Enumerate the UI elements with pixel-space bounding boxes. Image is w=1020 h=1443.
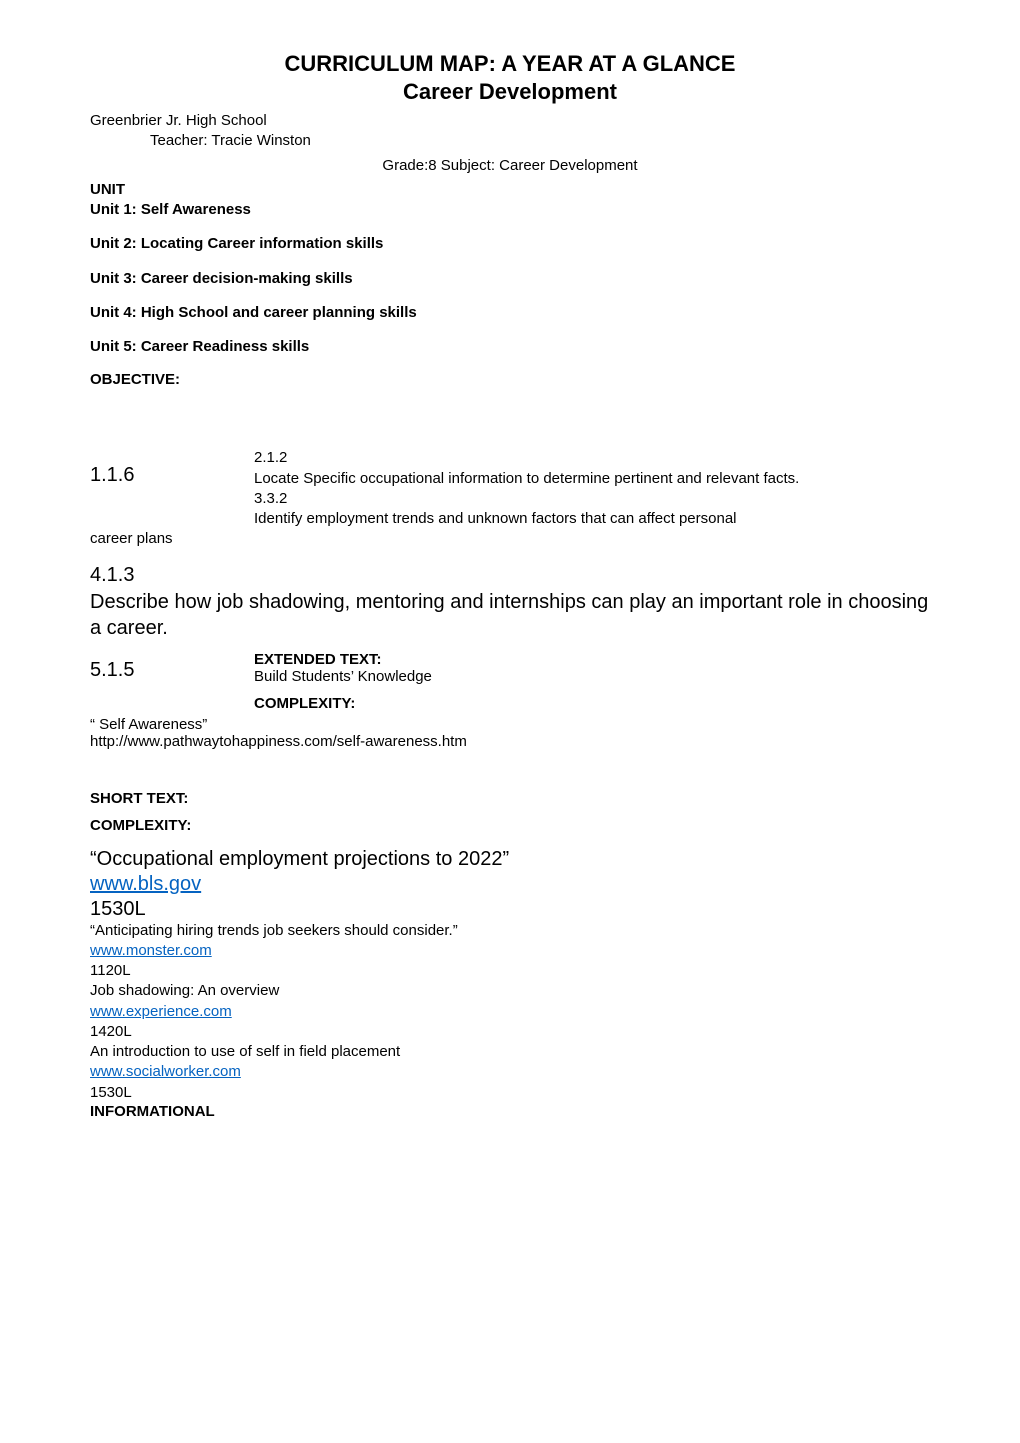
objective-code-212: 2.1.2 xyxy=(254,448,930,468)
experience-link-row: www.experience.com xyxy=(90,1002,930,1022)
extended-text-heading: EXTENDED TEXT: xyxy=(254,651,930,668)
objective-right-col: 2.1.2 Locate Specific occupational infor… xyxy=(254,448,930,529)
bls-lexile: 1530L xyxy=(90,898,930,921)
short-text-heading: SHORT TEXT: xyxy=(90,790,930,807)
bls-link-row: www.bls.gov xyxy=(90,871,930,898)
job-shadowing-title: Job shadowing: An overview xyxy=(90,981,930,1001)
monster-lexile: 1120L xyxy=(90,961,930,981)
monster-link[interactable]: www.monster.com xyxy=(90,942,212,959)
self-awareness-title: Self Awareness” xyxy=(90,716,930,733)
objective-grid-1: 1.1.6 2.1.2 Locate Specific occupational… xyxy=(90,448,930,529)
bls-link[interactable]: www.bls.gov xyxy=(90,873,201,895)
unit-5: Unit 5: Career Readiness skills xyxy=(90,337,930,357)
objective-desc-332: Identify employment trends and unknown f… xyxy=(254,509,930,529)
title-main: CURRICULUM MAP: A YEAR AT A GLANCE xyxy=(90,50,930,78)
extended-text-sub: Build Students’ Knowledge xyxy=(254,668,930,685)
unit-2: Unit 2: Locating Career information skil… xyxy=(90,234,930,254)
objective-code-332: 3.3.2 xyxy=(254,489,930,509)
teacher-name: Teacher: Tracie Winston xyxy=(90,131,930,151)
extended-text-grid: 5.1.5 EXTENDED TEXT: Build Students’ Kno… xyxy=(90,651,930,695)
experience-lexile: 1420L xyxy=(90,1022,930,1042)
unit-heading: UNIT xyxy=(90,180,930,200)
extended-text-right: EXTENDED TEXT: Build Students’ Knowledge xyxy=(254,651,930,695)
socialworker-link[interactable]: www.socialworker.com xyxy=(90,1063,241,1080)
experience-link[interactable]: www.experience.com xyxy=(90,1003,232,1020)
objective-code-116: 1.1.6 xyxy=(90,448,240,529)
informational-heading: INFORMATIONAL xyxy=(90,1103,930,1120)
unit-1: Unit 1: Self Awareness xyxy=(90,200,930,220)
complexity-heading-2: COMPLEXITY: xyxy=(90,817,930,834)
self-awareness-url: http://www.pathwaytohappiness.com/self-a… xyxy=(90,733,930,750)
subtitle: Career Development xyxy=(90,78,930,106)
objective-code-413: 4.1.3 xyxy=(90,564,930,587)
school-name: Greenbrier Jr. High School xyxy=(90,111,930,131)
intro-self-title: An introduction to use of self in field … xyxy=(90,1042,930,1062)
career-plans-fragment: career plans xyxy=(90,529,930,549)
monster-link-row: www.monster.com xyxy=(90,941,930,961)
occupational-projections-title: Occupational employment projections to 2… xyxy=(90,848,930,871)
socialworker-link-row: www.socialworker.com xyxy=(90,1062,930,1082)
objective-desc-413: Describe how job shadowing, mentoring an… xyxy=(90,589,930,641)
complexity-heading-1: COMPLEXITY: xyxy=(90,695,930,712)
unit-4: Unit 4: High School and career planning … xyxy=(90,303,930,323)
objective-code-515: 5.1.5 xyxy=(90,651,240,682)
objective-desc-212: Locate Specific occupational information… xyxy=(254,469,930,489)
objective-heading: OBJECTIVE: xyxy=(90,371,930,388)
unit-3: Unit 3: Career decision-making skills xyxy=(90,269,930,289)
document-page: CURRICULUM MAP: A YEAR AT A GLANCE Caree… xyxy=(0,0,1020,1443)
socialworker-lexile: 1530L xyxy=(90,1083,930,1103)
anticipating-title: Anticipating hiring trends job seekers s… xyxy=(90,921,930,941)
grade-subject-line: Grade:8 Subject: Career Development xyxy=(90,156,930,176)
